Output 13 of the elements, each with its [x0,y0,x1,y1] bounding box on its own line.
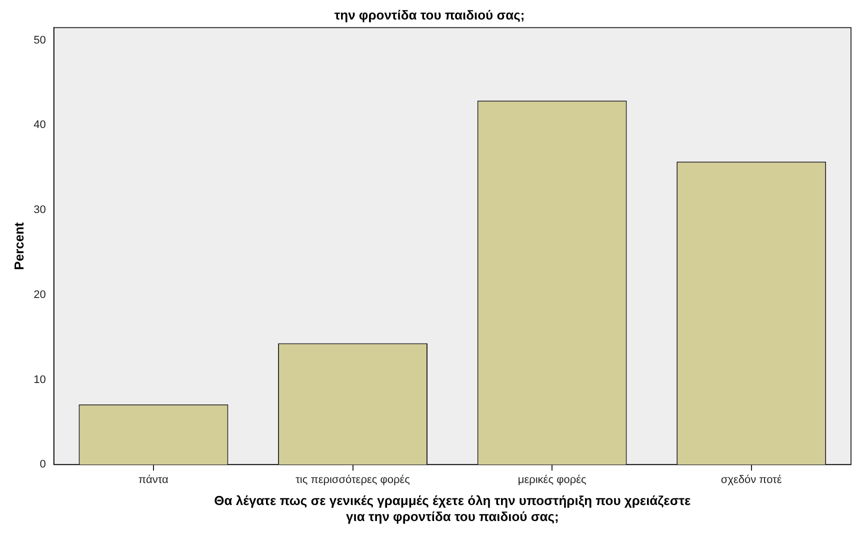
y-tick-label: 20 [34,288,46,301]
x-tick-label: σχεδόν ποτέ [720,474,782,486]
x-tick-label: μερικές φορές [518,474,586,486]
chart-title: την φροντίδα του παιδιού σας; [334,7,525,22]
x-tick-label: πάντα [138,474,170,486]
y-tick-label: 10 [34,374,46,386]
y-tick-label: 0 [40,458,46,471]
y-axis-title: Percent [11,222,26,270]
y-tick-label: 40 [34,119,46,132]
x-axis-title: Θα λέγατε πως σε γενικές γραμμές έχετε όλη την υποστήριξη που χρειάζεστε για την φροντίδα του παιδιού σας; [214,493,691,524]
x-tick-label: τις περισσότερες φορές [296,474,410,486]
y-tick-label: 50 [34,34,46,46]
y-tick-label: 30 [34,204,46,216]
